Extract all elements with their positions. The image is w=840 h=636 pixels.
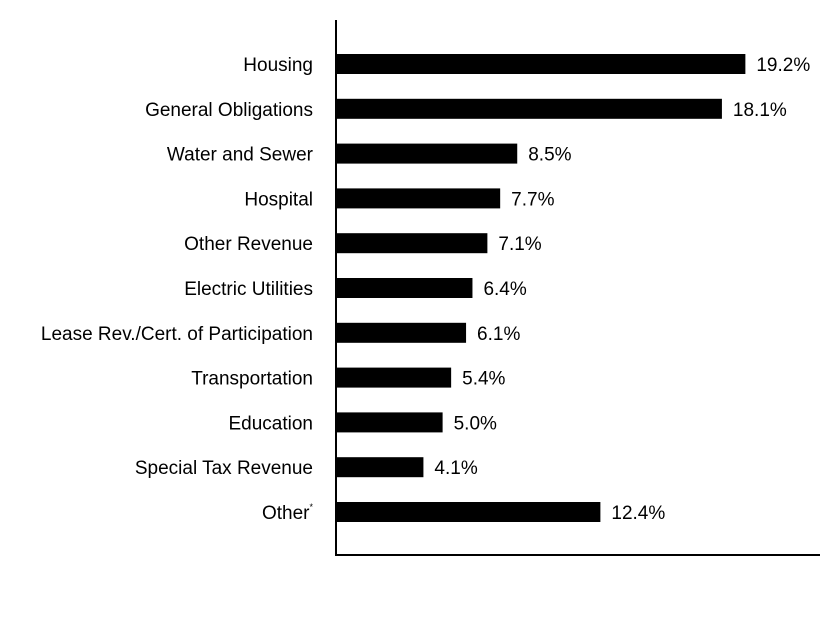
category-label: Other Revenue <box>184 234 313 255</box>
bar-0 <box>336 54 746 74</box>
category-label: Electric Utilities <box>184 279 313 300</box>
bar-3 <box>336 188 501 209</box>
bar-1 <box>336 98 722 119</box>
category-label: Lease Rev./Cert. of Participation <box>41 324 313 345</box>
bar-6 <box>336 322 467 343</box>
value-label: 6.4% <box>483 279 526 300</box>
category-label: Water and Sewer <box>167 145 314 166</box>
footnote-marker: * <box>309 502 313 512</box>
value-label: 12.4% <box>611 503 665 524</box>
labels-group: Housing 19.2% General Obligations 18.1% Wate… <box>41 55 810 524</box>
category-label: Transportation <box>191 369 313 390</box>
category-label: Education <box>228 413 313 434</box>
bar-2 <box>336 143 518 164</box>
value-label: 8.5% <box>528 145 571 166</box>
bar-7 <box>336 367 452 388</box>
bar-4 <box>336 233 488 254</box>
value-label: 5.0% <box>454 413 497 434</box>
value-label: 7.7% <box>511 189 554 210</box>
category-label: Hospital <box>244 189 313 210</box>
bar-5 <box>336 278 473 298</box>
category-label: General Obligations <box>145 100 313 121</box>
value-label: 5.4% <box>462 369 505 390</box>
bar-9 <box>336 457 424 478</box>
bars-group <box>336 54 746 522</box>
bar-10 <box>336 502 601 522</box>
value-label: 6.1% <box>477 324 520 345</box>
value-label: 4.1% <box>434 458 477 479</box>
value-label: 19.2% <box>756 55 810 76</box>
bar-8 <box>336 412 443 433</box>
value-label: 18.1% <box>733 100 787 121</box>
category-label: Housing <box>243 55 313 76</box>
category-label: Other* <box>262 502 314 524</box>
category-label: Special Tax Revenue <box>135 458 313 479</box>
value-label: 7.1% <box>498 234 541 255</box>
